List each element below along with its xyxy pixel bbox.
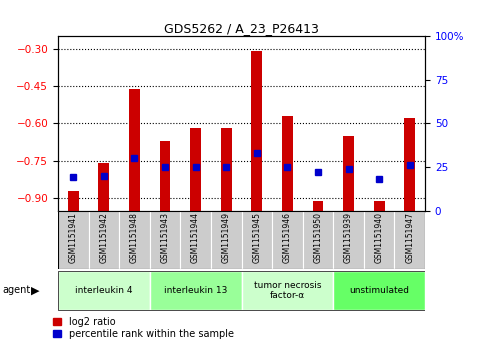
Bar [343, 136, 354, 211]
Bar [374, 201, 384, 211]
Bar [68, 191, 79, 211]
Text: interleukin 4: interleukin 4 [75, 286, 133, 295]
Bar [252, 51, 262, 211]
Bar [150, 271, 242, 310]
Bar [395, 211, 425, 269]
Bar [242, 271, 333, 310]
Text: ▶: ▶ [31, 285, 40, 295]
Text: GSM1151950: GSM1151950 [313, 212, 323, 263]
Bar [99, 163, 109, 211]
Bar [58, 211, 88, 269]
Bar [303, 211, 333, 269]
Text: GSM1151948: GSM1151948 [130, 212, 139, 263]
Bar [364, 211, 395, 269]
Bar [129, 89, 140, 211]
Title: GDS5262 / A_23_P26413: GDS5262 / A_23_P26413 [164, 22, 319, 35]
Text: tumor necrosis
factor-α: tumor necrosis factor-α [254, 281, 321, 300]
Text: GSM1151942: GSM1151942 [99, 212, 108, 263]
Text: GSM1151947: GSM1151947 [405, 212, 414, 263]
Bar [221, 129, 231, 211]
Text: GSM1151940: GSM1151940 [375, 212, 384, 263]
Text: GSM1151939: GSM1151939 [344, 212, 353, 263]
Text: GSM1151949: GSM1151949 [222, 212, 231, 263]
Bar [333, 211, 364, 269]
Bar [58, 271, 150, 310]
Bar [211, 211, 242, 269]
Text: interleukin 13: interleukin 13 [164, 286, 227, 295]
Bar [160, 141, 170, 211]
Text: GSM1151944: GSM1151944 [191, 212, 200, 263]
Text: GSM1151945: GSM1151945 [252, 212, 261, 263]
Text: GSM1151943: GSM1151943 [160, 212, 170, 263]
Bar [119, 211, 150, 269]
Bar [150, 211, 180, 269]
Text: GSM1151946: GSM1151946 [283, 212, 292, 263]
Bar [313, 201, 323, 211]
Bar [404, 118, 415, 211]
Bar [282, 116, 293, 211]
Bar [88, 211, 119, 269]
Text: GSM1151941: GSM1151941 [69, 212, 78, 263]
Text: unstimulated: unstimulated [349, 286, 409, 295]
Bar [272, 211, 303, 269]
Bar [242, 211, 272, 269]
Bar [180, 211, 211, 269]
Bar [333, 271, 425, 310]
Text: agent: agent [2, 285, 30, 295]
Bar [190, 129, 201, 211]
Legend: log2 ratio, percentile rank within the sample: log2 ratio, percentile rank within the s… [53, 317, 234, 339]
